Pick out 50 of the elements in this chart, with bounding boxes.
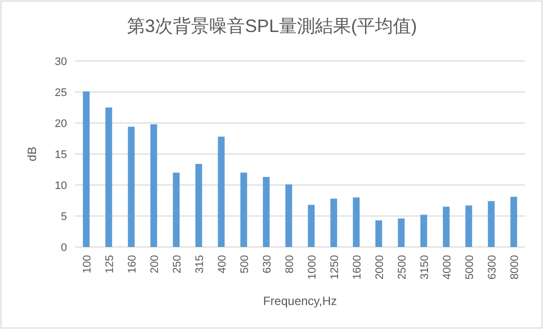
y-tick-label: 5 [60, 211, 67, 223]
y-tick-label: 0 [60, 242, 67, 254]
bar [398, 218, 405, 247]
x-tick-label: 800 [284, 255, 296, 274]
y-tick-label: 10 [54, 180, 67, 192]
x-tick-label: 200 [148, 255, 161, 274]
bar [442, 206, 450, 247]
bar [510, 196, 518, 247]
bar [172, 172, 180, 247]
x-tick-label: 8000 [508, 255, 521, 280]
bar [195, 164, 202, 247]
bar [352, 197, 360, 247]
bar [375, 220, 382, 247]
bar [82, 91, 90, 247]
x-tick-label: 400 [216, 255, 228, 274]
x-tick-label: 2500 [396, 255, 408, 280]
y-tick-label: 15 [54, 149, 67, 161]
bar [308, 204, 315, 247]
bar [465, 205, 472, 247]
x-tick-label: 1000 [306, 255, 318, 280]
x-tick-label: 3150 [418, 255, 431, 280]
bar [488, 201, 495, 247]
x-tick-label: 160 [126, 255, 138, 274]
chart-title: 第3次背景噪音SPL量測結果(平均值) [126, 16, 418, 36]
bar [105, 108, 112, 247]
bar [128, 126, 135, 247]
y-axis-title: dB [25, 146, 39, 162]
y-tick-label: 30 [54, 56, 67, 68]
bar [240, 172, 248, 247]
x-tick-label: 500 [238, 255, 251, 274]
x-tick-label: 630 [261, 255, 274, 274]
bar [420, 214, 428, 247]
bar [285, 184, 292, 247]
x-tick-label: 6300 [486, 255, 498, 280]
x-axis-title: Frequency,Hz [263, 294, 337, 308]
x-tick-label: 315 [194, 255, 206, 274]
x-tick-label: 1600 [351, 255, 364, 280]
bar [218, 136, 225, 247]
bar [330, 198, 338, 247]
x-tick-label: 5000 [464, 255, 476, 280]
y-tick-label: 25 [54, 87, 67, 99]
x-tick-label: 100 [81, 255, 94, 274]
y-tick-label: 20 [54, 118, 67, 130]
x-tick-label: 2000 [374, 255, 386, 280]
x-tick-label: 4000 [441, 255, 454, 280]
x-tick-label: 250 [171, 255, 184, 274]
bar [262, 176, 270, 247]
x-tick-label: 1250 [328, 255, 341, 280]
x-tick-label: 125 [104, 255, 116, 274]
bar [150, 124, 158, 247]
